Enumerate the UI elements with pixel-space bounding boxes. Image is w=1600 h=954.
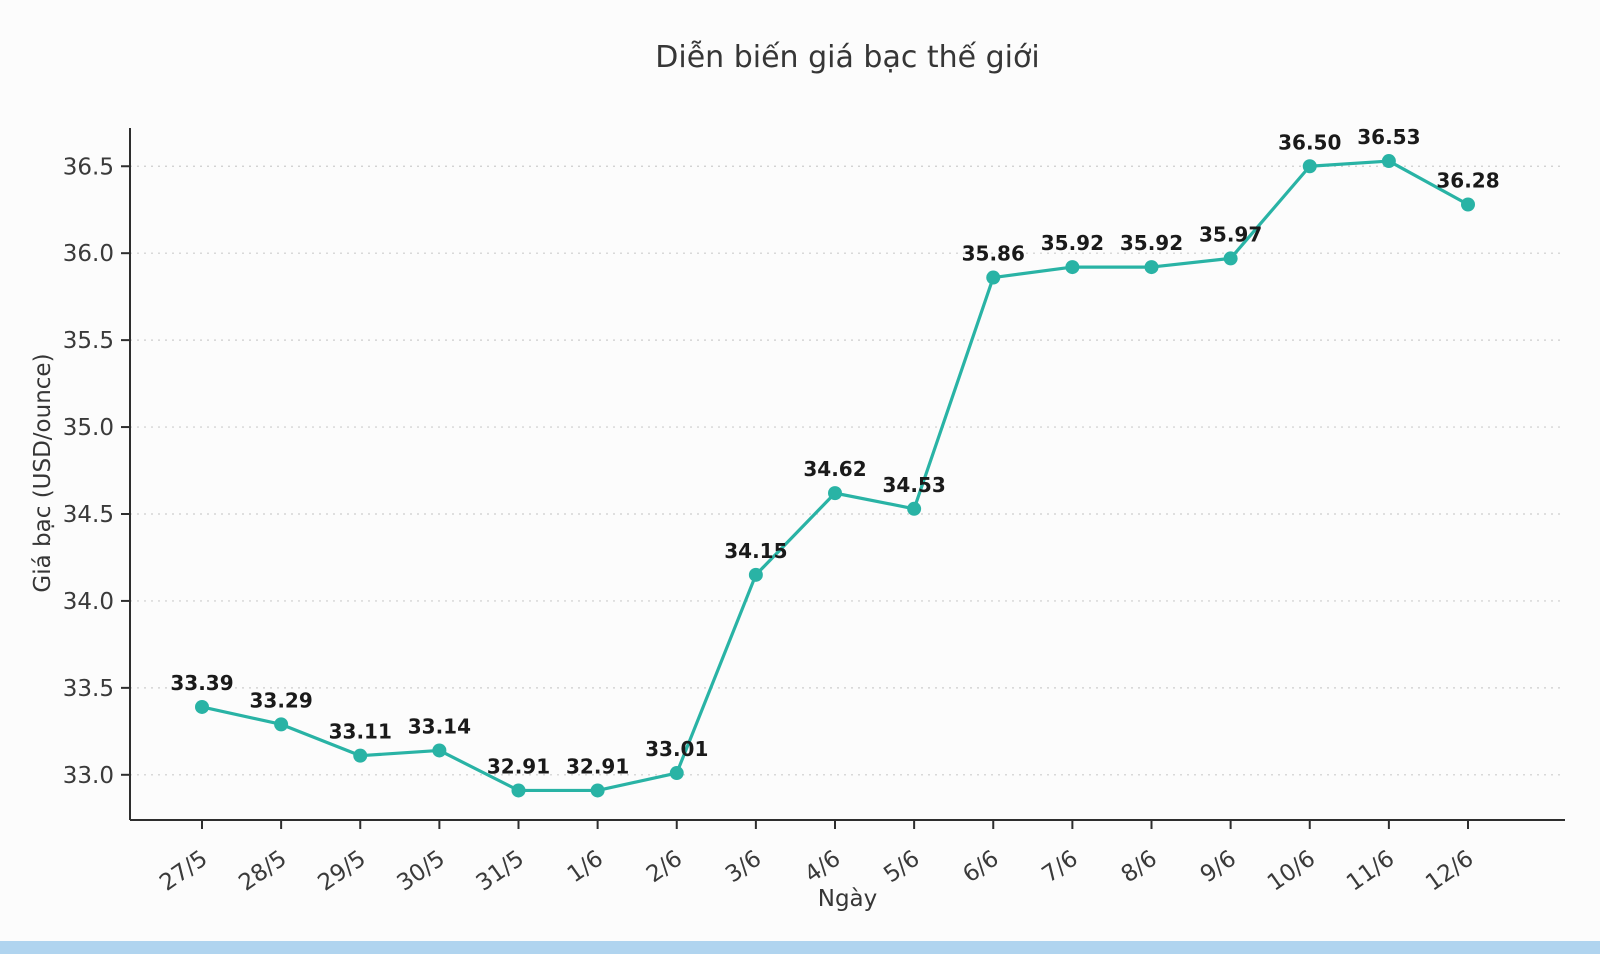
bottom-strip xyxy=(0,941,1600,954)
svg-text:34.53: 34.53 xyxy=(882,473,945,497)
svg-text:33.14: 33.14 xyxy=(408,714,471,738)
svg-text:36.28: 36.28 xyxy=(1436,169,1499,193)
svg-text:1/6: 1/6 xyxy=(563,846,608,889)
svg-text:7/6: 7/6 xyxy=(1038,846,1083,889)
svg-text:34.5: 34.5 xyxy=(63,502,114,528)
svg-text:34.15: 34.15 xyxy=(724,539,787,563)
svg-text:35.97: 35.97 xyxy=(1199,222,1262,246)
x-axis-label: Ngày xyxy=(817,886,878,912)
svg-text:5/6: 5/6 xyxy=(879,846,924,889)
svg-text:36.53: 36.53 xyxy=(1357,125,1420,149)
svg-text:3/6: 3/6 xyxy=(721,846,766,889)
svg-text:4/6: 4/6 xyxy=(800,846,845,889)
svg-text:36.5: 36.5 xyxy=(63,154,114,180)
svg-text:33.11: 33.11 xyxy=(329,720,392,744)
svg-text:33.5: 33.5 xyxy=(63,676,114,702)
svg-text:34.0: 34.0 xyxy=(63,589,114,615)
svg-text:33.0: 33.0 xyxy=(63,763,114,789)
svg-text:32.91: 32.91 xyxy=(566,754,629,778)
svg-text:33.01: 33.01 xyxy=(645,737,708,761)
svg-text:33.29: 33.29 xyxy=(249,688,312,712)
svg-text:35.86: 35.86 xyxy=(962,242,1025,266)
svg-text:6/6: 6/6 xyxy=(958,846,1003,889)
svg-text:35.5: 35.5 xyxy=(63,328,114,354)
svg-text:2/6: 2/6 xyxy=(642,846,687,889)
svg-text:8/6: 8/6 xyxy=(1117,846,1162,889)
svg-text:35.0: 35.0 xyxy=(63,415,114,441)
svg-text:34.62: 34.62 xyxy=(803,457,866,481)
svg-text:9/6: 9/6 xyxy=(1196,846,1241,889)
svg-text:35.92: 35.92 xyxy=(1041,231,1104,255)
svg-text:33.39: 33.39 xyxy=(170,671,233,695)
svg-text:36.50: 36.50 xyxy=(1278,130,1341,154)
chart-title: Diễn biến giá bạc thế giới xyxy=(655,40,1040,75)
svg-text:32.91: 32.91 xyxy=(487,754,550,778)
svg-text:36.0: 36.0 xyxy=(63,241,114,267)
svg-text:35.92: 35.92 xyxy=(1120,231,1183,255)
